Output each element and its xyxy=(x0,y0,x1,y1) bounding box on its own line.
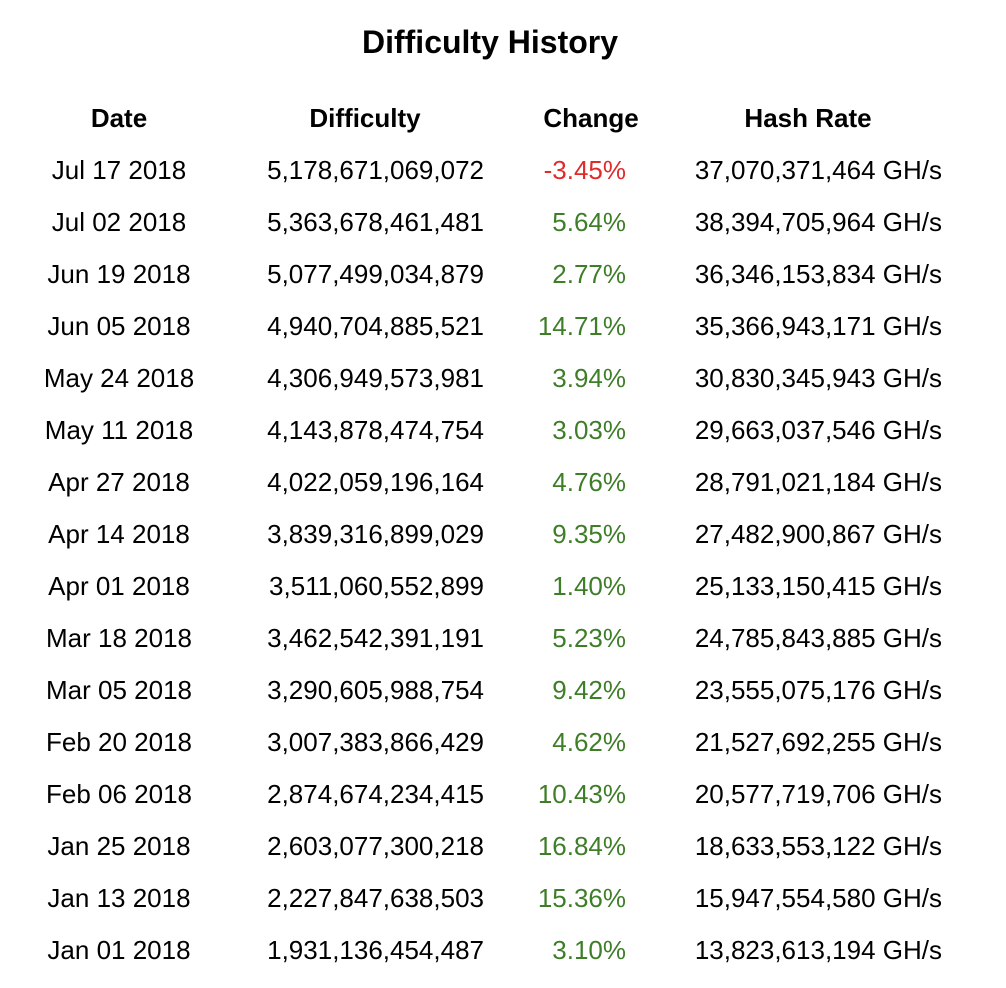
change-cell: 5.64% xyxy=(552,207,626,237)
table-row: Jan 13 2018 2,227,847,638,503 15.36% 15,947… xyxy=(0,872,1006,924)
date-cell: Feb 20 2018 xyxy=(45,727,192,757)
date-cell: Jul 02 2018 xyxy=(51,207,187,237)
change-cell: -3.45% xyxy=(543,155,626,185)
hash-rate-cell: 13,823,613,194 GH/s xyxy=(694,935,942,965)
change-cell: 3.03% xyxy=(552,415,626,445)
date-cell: Apr 27 2018 xyxy=(48,467,190,497)
hash-rate-cell: 23,555,075,176 GH/s xyxy=(694,675,942,705)
difficulty-cell: 4,306,949,573,981 xyxy=(267,363,484,393)
table-row: Apr 01 2018 3,511,060,552,899 1.40% 25,133,… xyxy=(0,560,1006,612)
page-title: Difficulty History xyxy=(361,24,619,60)
date-cell: Jan 13 2018 xyxy=(47,883,191,913)
difficulty-cell: 5,178,671,069,072 xyxy=(267,155,484,185)
hash-rate-cell: 18,633,553,122 GH/s xyxy=(694,831,942,861)
date-cell: Mar 18 2018 xyxy=(46,623,192,653)
hash-rate-cell: 27,482,900,867 GH/s xyxy=(694,519,942,549)
hash-rate-cell: 28,791,021,184 GH/s xyxy=(694,467,942,497)
date-cell: Apr 14 2018 xyxy=(48,519,190,549)
table-row: Jul 17 2018 5,178,671,069,072 -3.45% 37,070… xyxy=(0,144,1006,196)
table-row: Apr 14 2018 3,839,316,899,029 9.35% 27,482,… xyxy=(0,508,1006,560)
change-cell: 4.76% xyxy=(552,467,626,497)
hash-rate-cell: 15,947,554,580 GH/s xyxy=(694,883,942,913)
date-cell: May 11 2018 xyxy=(44,415,194,445)
difficulty-cell: 2,227,847,638,503 xyxy=(267,883,484,913)
difficulty-cell: 5,077,499,034,879 xyxy=(267,259,484,289)
hash-rate-cell: 29,663,037,546 GH/s xyxy=(694,415,942,445)
column-header-change: Change xyxy=(543,103,639,133)
table-row: Feb 06 2018 2,874,674,234,415 10.43% 20,577… xyxy=(0,768,1006,820)
table-row: Jan 01 2018 1,931,136,454,487 3.10% 13,823,… xyxy=(0,924,1006,976)
change-cell: 3.94% xyxy=(552,363,626,393)
table-header: Date Difficulty Change Hash Rate xyxy=(0,92,1006,144)
date-cell: Mar 05 2018 xyxy=(46,675,192,705)
difficulty-cell: 3,007,383,866,429 xyxy=(267,727,484,757)
date-cell: Feb 06 2018 xyxy=(45,779,192,809)
difficulty-cell: 4,022,059,196,164 xyxy=(267,467,484,497)
column-header-hash-rate: Hash Rate xyxy=(744,103,872,133)
table-row: May 24 2018 4,306,949,573,981 3.94% 30,830,… xyxy=(0,352,1006,404)
table-row: Apr 27 2018 4,022,059,196,164 4.76% 28,791,… xyxy=(0,456,1006,508)
hash-rate-cell: 20,577,719,706 GH/s xyxy=(694,779,942,809)
change-cell: 9.35% xyxy=(552,519,626,549)
difficulty-cell: 4,143,878,474,754 xyxy=(267,415,484,445)
difficulty-cell: 2,874,674,234,415 xyxy=(267,779,484,809)
column-header-difficulty: Difficulty xyxy=(309,103,421,133)
difficulty-cell: 3,290,605,988,754 xyxy=(267,675,484,705)
hash-rate-cell: 38,394,705,964 GH/s xyxy=(694,207,942,237)
date-cell: Jan 01 2018 xyxy=(47,935,191,965)
difficulty-cell: 3,511,060,552,899 xyxy=(269,571,484,601)
date-cell: Jul 17 2018 xyxy=(51,155,187,185)
column-header-date: Date xyxy=(90,103,148,133)
hash-rate-cell: 25,133,150,415 GH/s xyxy=(694,571,942,601)
hash-rate-cell: 21,527,692,255 GH/s xyxy=(694,727,942,757)
change-cell: 14.71% xyxy=(537,311,626,341)
change-cell: 4.62% xyxy=(552,727,626,757)
hash-rate-cell: 37,070,371,464 GH/s xyxy=(694,155,942,185)
date-cell: May 24 2018 xyxy=(43,363,195,393)
change-cell: 2.77% xyxy=(552,259,626,289)
table-row: Feb 20 2018 3,007,383,866,429 4.62% 21,527,… xyxy=(0,716,1006,768)
change-cell: 5.23% xyxy=(552,623,626,653)
difficulty-cell: 1,931,136,454,487 xyxy=(267,935,484,965)
table-row: Mar 05 2018 3,290,605,988,754 9.42% 23,555,… xyxy=(0,664,1006,716)
change-cell: 9.42% xyxy=(552,675,626,705)
difficulty-cell: 3,462,542,391,191 xyxy=(267,623,484,653)
date-cell: Jun 19 2018 xyxy=(47,259,191,289)
table-row: Jan 25 2018 2,603,077,300,218 16.84% 18,633… xyxy=(0,820,1006,872)
hash-rate-cell: 24,785,843,885 GH/s xyxy=(694,623,942,653)
change-cell: 10.43% xyxy=(537,779,626,809)
difficulty-cell: 3,839,316,899,029 xyxy=(267,519,484,549)
difficulty-cell: 2,603,077,300,218 xyxy=(267,831,484,861)
difficulty-cell: 5,363,678,461,481 xyxy=(267,207,484,237)
difficulty-cell: 4,940,704,885,521 xyxy=(267,311,484,341)
change-cell: 3.10% xyxy=(552,935,626,965)
change-cell: 16.84% xyxy=(537,831,626,861)
date-cell: Jan 25 2018 xyxy=(47,831,191,861)
table-row: Jun 19 2018 5,077,499,034,879 2.77% 36,346,… xyxy=(0,248,1006,300)
table-row: Jun 05 2018 4,940,704,885,521 14.71% 35,366… xyxy=(0,300,1006,352)
date-cell: Apr 01 2018 xyxy=(48,571,190,601)
table-row: Mar 18 2018 3,462,542,391,191 5.23% 24,785,… xyxy=(0,612,1006,664)
change-cell: 1.40% xyxy=(552,571,626,601)
table-row: May 11 2018 4,143,878,474,754 3.03% 29,663,… xyxy=(0,404,1006,456)
table-row: Jul 02 2018 5,363,678,461,481 5.64% 38,394,… xyxy=(0,196,1006,248)
date-cell: Jun 05 2018 xyxy=(47,311,191,341)
hash-rate-cell: 30,830,345,943 GH/s xyxy=(694,363,942,393)
hash-rate-cell: 36,346,153,834 GH/s xyxy=(694,259,942,289)
change-cell: 15.36% xyxy=(537,883,626,913)
hash-rate-cell: 35,366,943,171 GH/s xyxy=(694,311,942,341)
